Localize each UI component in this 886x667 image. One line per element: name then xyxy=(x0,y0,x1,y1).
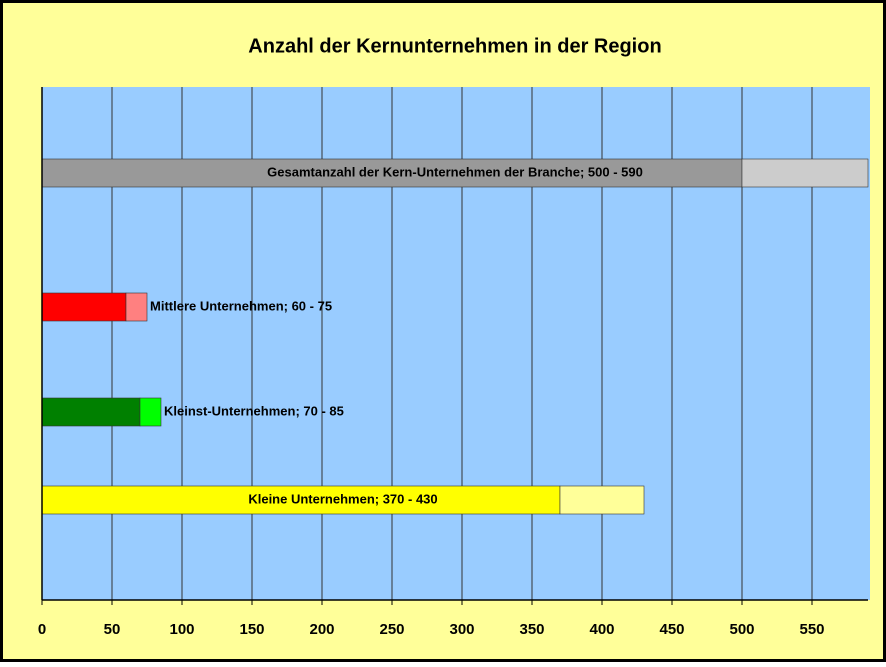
chart-title: Anzahl der Kernunternehmen in der Region xyxy=(248,35,661,57)
bar-label: Gesamtanzahl der Kern-Unternehmen der Br… xyxy=(267,164,643,179)
bar-segment xyxy=(741,158,869,188)
x-tick-label: 300 xyxy=(449,621,474,638)
x-tick-label: 500 xyxy=(729,621,754,638)
x-tick-label: 450 xyxy=(659,621,684,638)
x-tick-label: 200 xyxy=(309,621,334,638)
x-tick-label: 250 xyxy=(379,621,404,638)
bar-segment xyxy=(41,397,141,427)
x-tick-label: 550 xyxy=(799,621,824,638)
x-tick-label: 50 xyxy=(104,621,121,638)
bar-segment xyxy=(41,292,127,322)
bar-segment xyxy=(125,292,148,322)
bar-label: Mittlere Unternehmen; 60 - 75 xyxy=(150,298,332,313)
x-tick-label: 350 xyxy=(519,621,544,638)
bar-segment xyxy=(559,485,645,515)
bar-label: Kleinst-Unternehmen; 70 - 85 xyxy=(164,403,344,418)
x-tick-label: 150 xyxy=(239,621,264,638)
bar-segment xyxy=(139,397,162,427)
x-tick-label: 400 xyxy=(589,621,614,638)
x-tick-label: 0 xyxy=(38,621,46,638)
bar-label: Kleine Unternehmen; 370 - 430 xyxy=(248,491,437,506)
x-tick-label: 100 xyxy=(169,621,194,638)
